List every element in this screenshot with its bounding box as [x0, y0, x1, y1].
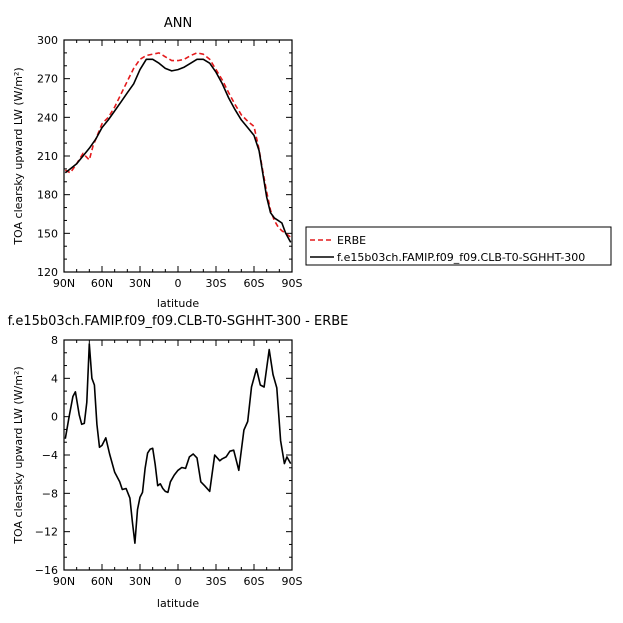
- top-x-tick-label: 60N: [91, 277, 113, 290]
- top-x-tick-label: 60S: [244, 277, 265, 290]
- top-y-tick-label: 270: [37, 73, 58, 86]
- top-panel: ANN 90N 60N 30N 0 30S 60S 90S 120 150 180 210 240 27…: [12, 16, 303, 310]
- top-series-line-1: [64, 58, 292, 243]
- top-y-tick-label: 210: [37, 150, 58, 163]
- bottom-x-tick-label: 30N: [129, 575, 151, 588]
- top-y-axis-label: TOA clearsky upward LW (W/m²): [12, 67, 25, 245]
- bottom-chart-title: f.e15b03ch.FAMIP.f09_f09.CLB-T0-SGHHT-30…: [8, 314, 349, 329]
- legend-box: [305, 226, 612, 266]
- bottom-x-tick-label: 90S: [282, 575, 303, 588]
- top-chart-title: ANN: [164, 16, 192, 31]
- bottom-x-tick-label: 90N: [53, 575, 75, 588]
- top-x-tick-label: 90S: [282, 277, 303, 290]
- bottom-x-tick-label: 0: [175, 575, 182, 588]
- top-x-tick-label: 90N: [53, 277, 75, 290]
- bottom-y-tick-label: 4: [51, 372, 58, 385]
- top-y-tick-label: 240: [37, 111, 58, 124]
- bottom-series-group: [64, 342, 292, 545]
- top-x-tick-label: 0: [175, 277, 182, 290]
- bottom-series-line-0: [64, 342, 292, 545]
- bottom-y-tick-label: −12: [35, 526, 58, 539]
- top-y-tick-label: 180: [37, 189, 58, 202]
- bottom-panel: f.e15b03ch.FAMIP.f09_f09.CLB-T0-SGHHT-30…: [8, 314, 349, 610]
- top-y-tick-label: 300: [37, 34, 58, 47]
- top-x-tick-label: 30N: [129, 277, 151, 290]
- top-y-tick-label: 120: [37, 266, 58, 279]
- bottom-y-tick-label: −8: [42, 487, 58, 500]
- legend-label-erbe: ERBE: [337, 234, 366, 247]
- legend-label-model: f.e15b03ch.FAMIP.f09_f09.CLB-T0-SGHHT-30…: [337, 251, 585, 264]
- bottom-x-tick-label: 30S: [206, 575, 227, 588]
- top-series-line-0: [64, 52, 292, 238]
- top-series-group: [64, 52, 292, 243]
- bottom-x-tick-label: 60N: [91, 575, 113, 588]
- bottom-ticks: 90N 60N 30N 0 30S 60S 90S −16 −12 −8 −4 0 4 8: [35, 334, 303, 588]
- bottom-y-tick-label: −16: [35, 564, 58, 577]
- top-plot-frame: [63, 39, 293, 273]
- bottom-y-tick-label: −4: [42, 449, 58, 462]
- bottom-y-axis-label: TOA clearsky upward LW (W/m²): [12, 366, 25, 544]
- bottom-y-tick-label: 8: [51, 334, 58, 347]
- bottom-x-axis-label: latitude: [157, 597, 199, 610]
- bottom-x-tick-label: 60S: [244, 575, 265, 588]
- top-ticks: 90N 60N 30N 0 30S 60S 90S 120 150 180 210 240 270 300: [37, 34, 303, 290]
- top-x-tick-label: 30S: [206, 277, 227, 290]
- top-x-axis-label: latitude: [157, 297, 199, 310]
- bottom-y-tick-label: 0: [51, 411, 58, 424]
- top-y-tick-label: 150: [37, 227, 58, 240]
- legend: ERBE f.e15b03ch.FAMIP.f09_f09.CLB-T0-SGH…: [305, 226, 612, 266]
